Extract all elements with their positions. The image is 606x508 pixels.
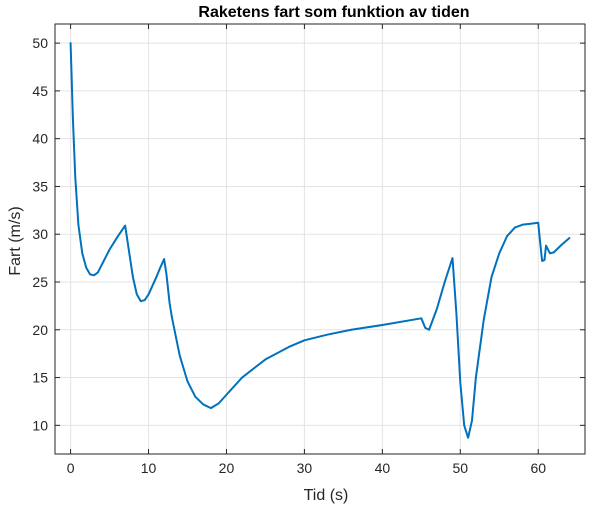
y-tick-label: 25 xyxy=(32,274,48,290)
ticks: 0 10 20 30 40 50 60 10 15 20 25 30 35 40 45 50 xyxy=(32,24,585,476)
series-group xyxy=(69,42,571,439)
y-tick-label: 20 xyxy=(32,322,48,338)
x-tick-label: 60 xyxy=(530,460,546,476)
plot-area xyxy=(55,24,585,454)
y-tick-label: 45 xyxy=(32,83,48,99)
y-tick-label: 40 xyxy=(32,131,48,147)
x-tick-label: 50 xyxy=(453,460,469,476)
chart-title: Raketens fart som funktion av tiden xyxy=(198,4,469,21)
series-line xyxy=(69,42,571,439)
x-tick-label: 30 xyxy=(297,460,313,476)
y-axis-label: Fart (m/s) xyxy=(7,206,24,275)
grid xyxy=(55,24,585,454)
x-tick-label: 0 xyxy=(67,460,75,476)
x-tick-label: 40 xyxy=(375,460,391,476)
x-axis-label: Tid (s) xyxy=(304,487,349,504)
y-tick-label: 15 xyxy=(32,370,48,386)
y-tick-label: 10 xyxy=(32,417,48,433)
y-tick-label: 35 xyxy=(32,178,48,194)
x-tick-label: 10 xyxy=(141,460,157,476)
x-tick-label: 20 xyxy=(219,460,235,476)
y-tick-label: 30 xyxy=(32,226,48,242)
plot-frame xyxy=(54,23,586,455)
y-tick-label: 50 xyxy=(32,35,48,51)
